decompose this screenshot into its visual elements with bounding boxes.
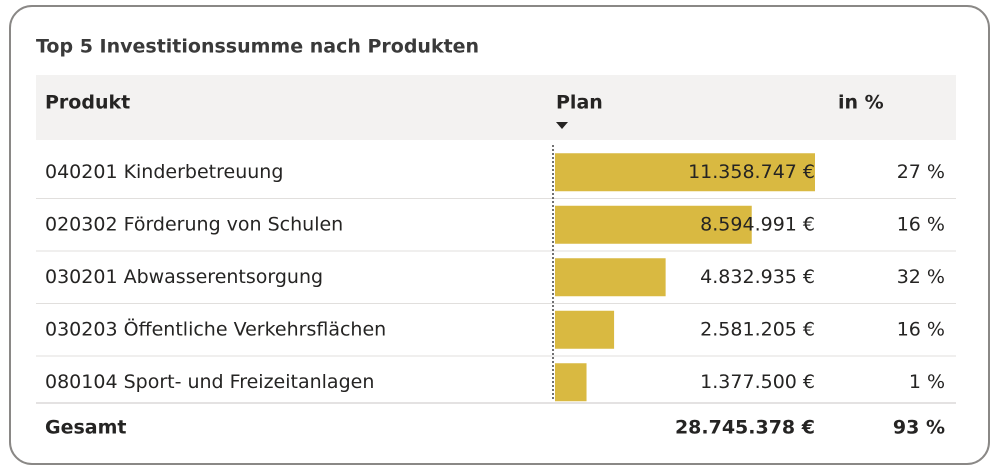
data-bar — [555, 153, 815, 192]
header-percent[interactable]: in % — [838, 92, 884, 114]
produkt-cell: 030201 Abwasserentsorgung — [45, 266, 323, 288]
data-bar — [555, 205, 752, 244]
plan-cell: 4.832.935 € — [700, 266, 815, 288]
produkt-cell: 040201 Kinderbetreuung — [45, 161, 283, 183]
sort-arrow — [556, 122, 568, 129]
percent-cell: 16 % — [897, 213, 945, 235]
produkt-cell: 020302 Förderung von Schulen — [45, 213, 343, 235]
produkt-cell: 030203 Öffentliche Verkehrsflächen — [45, 317, 386, 340]
header-produkt[interactable]: Produkt — [45, 92, 130, 114]
percent-cell: 27 % — [897, 161, 945, 183]
plan-cell: 1.377.500 € — [700, 371, 815, 393]
header-plan[interactable]: Plan — [556, 92, 603, 114]
plan-cell: 2.581.205 € — [700, 318, 815, 340]
total-plan: 28.745.378 € — [675, 417, 815, 439]
plan-cell: 11.358.747 € — [688, 161, 815, 183]
data-bar — [555, 258, 666, 297]
total-label: Gesamt — [45, 417, 127, 439]
data-bar — [555, 363, 587, 402]
header-row — [36, 75, 956, 140]
percent-cell: 16 % — [897, 318, 945, 340]
total-percent: 93 % — [893, 417, 945, 439]
percent-cell: 32 % — [897, 266, 945, 288]
percent-cell: 1 % — [909, 371, 945, 393]
plan-cell: 8.594.991 € — [700, 213, 815, 235]
produkt-cell: 080104 Sport- und Freizeitanlagen — [45, 371, 374, 393]
visual-title: Top 5 Investitionssumme nach Produkten — [36, 36, 479, 58]
data-bar — [555, 310, 615, 349]
